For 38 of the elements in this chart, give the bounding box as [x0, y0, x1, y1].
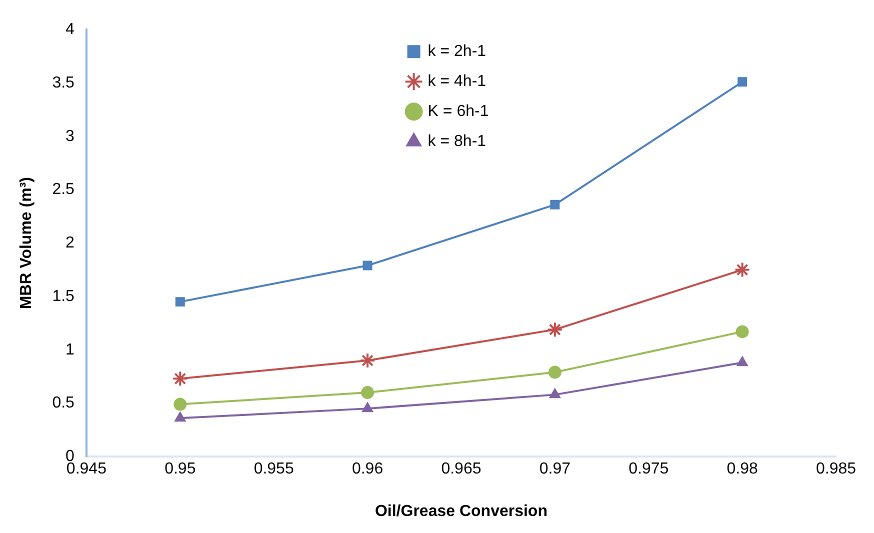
point	[174, 412, 186, 422]
point	[174, 398, 187, 411]
point	[361, 386, 374, 400]
point	[734, 262, 750, 278]
x-tick-label: 0.985	[816, 460, 856, 478]
legend-label: K = 6h-1	[428, 103, 489, 120]
y-tick-label: 3	[66, 128, 75, 145]
x-tick-label: 0.95	[164, 460, 196, 478]
x-axis-title: Oil/Grease Conversion	[374, 502, 548, 520]
x-tick-label: 0.96	[352, 460, 384, 478]
x-tick-label: 0.965	[441, 460, 482, 478]
y-axis-title: MBR Volume (m³)	[18, 177, 36, 310]
y-tick-label: 0.5	[52, 394, 75, 412]
y-tick-label: 3.5	[52, 74, 75, 92]
point	[175, 297, 185, 307]
point	[550, 200, 560, 210]
y-tick-label: 1.5	[52, 288, 75, 305]
point	[546, 322, 563, 338]
point	[548, 366, 562, 379]
point	[362, 260, 372, 270]
y-tick-label: 4	[66, 21, 75, 38]
y-tick-label: 1	[66, 341, 75, 358]
legend-label: k = 4h-1	[428, 73, 486, 90]
point	[738, 77, 748, 87]
point	[736, 325, 749, 338]
legend-label: k = 8h-1	[428, 133, 486, 150]
point	[736, 356, 748, 366]
x-tick-label: 0.98	[726, 460, 758, 478]
x-tick-label: 0.955	[254, 460, 294, 478]
x-tick-label: 0.97	[539, 460, 571, 478]
point	[362, 402, 374, 412]
x-tick-label: 0.975	[628, 460, 669, 478]
point	[172, 370, 188, 387]
point	[360, 352, 376, 369]
y-tick-label: 2	[66, 234, 75, 252]
point	[549, 388, 561, 398]
legend-label: k = 2h-1	[428, 43, 486, 60]
y-tick-label: 2.5	[52, 181, 75, 198]
